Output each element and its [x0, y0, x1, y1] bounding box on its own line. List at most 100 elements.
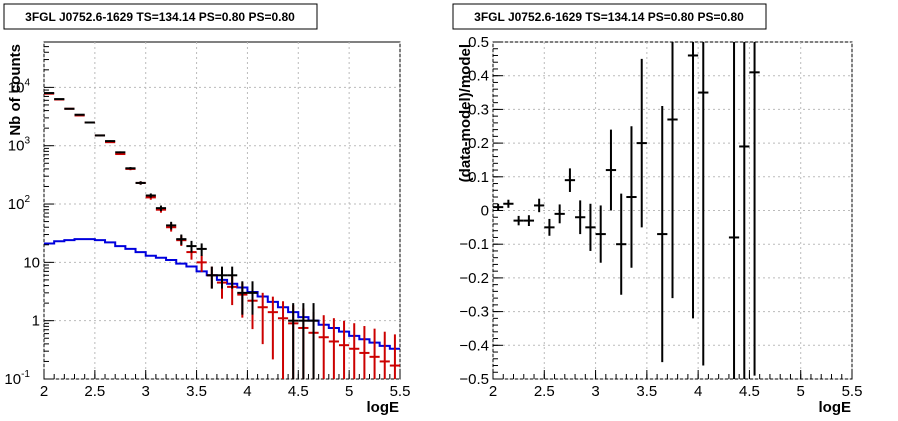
- data-point: [125, 167, 136, 170]
- right-title-box: [452, 3, 767, 30]
- right-marks: [493, 42, 760, 379]
- right-grid: [492, 41, 853, 380]
- data-point: [308, 303, 319, 379]
- right-panel: 3FGL J0752.6-1629 TS=134.14 PS=0.80 PS=0…: [452, 3, 862, 416]
- data-point: [328, 318, 339, 379]
- residual-point: [554, 204, 565, 224]
- left-x-tick-label: 2: [40, 383, 48, 400]
- data-point: [237, 281, 248, 315]
- right-y-tick-label: 0.5: [468, 34, 489, 51]
- right-y-tick-label: 0.4: [468, 68, 489, 85]
- residual-point: [564, 168, 576, 192]
- data-point: [196, 243, 207, 256]
- data-point: [115, 153, 126, 156]
- right-y-axis-title: (data-model)/model: [457, 44, 474, 182]
- left-y-tick-label: 103: [8, 136, 31, 155]
- right-x-tick-label: 2: [489, 383, 497, 400]
- left-x-tick-label: 4.5: [288, 383, 309, 400]
- data-point: [94, 134, 106, 137]
- data-point: [145, 193, 156, 198]
- residual-point: [503, 199, 514, 208]
- data-point: [84, 121, 95, 124]
- left-y-tick-label: 102: [8, 194, 31, 213]
- left-y-tick-label: 10-1: [4, 369, 30, 388]
- left-x-axis-title: logE: [367, 399, 400, 416]
- data-point: [64, 107, 75, 110]
- data-point: [196, 255, 207, 272]
- data-point: [54, 98, 65, 101]
- right-x-tick-label: 4.5: [739, 383, 760, 400]
- residual-point: [493, 203, 504, 211]
- residual-point: [667, 42, 678, 299]
- data-point: [135, 181, 146, 185]
- right-axes: 2 2.5 3 3.5 4 4.5 5 5.5 −0.5 −0.4 −0.3 −0.2 −0.1 0 0.1…: [459, 34, 862, 400]
- data-point: [206, 266, 217, 289]
- data-point: [359, 326, 370, 379]
- data-point: [186, 240, 197, 253]
- data-point: [288, 303, 299, 379]
- residual-point: [523, 215, 535, 227]
- left-title: 3FGL J0752.6-1629 TS=134.14 PS=0.80 PS=0…: [25, 10, 295, 24]
- data-point: [216, 266, 228, 289]
- data-point: [379, 331, 390, 379]
- residual-point: [728, 42, 740, 379]
- data-point: [257, 292, 268, 345]
- data-point: [318, 315, 329, 379]
- left-panel: 3FGL J0752.6-1629 TS=134.14 PS=0.80 PS=0…: [3, 3, 411, 416]
- left-grid: [43, 42, 401, 380]
- left-x-tick-label: 4: [243, 383, 251, 400]
- right-y-tick-label: −0.1: [459, 236, 489, 253]
- residual-point: [749, 42, 760, 376]
- residual-point: [626, 126, 637, 268]
- right-y-tick-label: 0.1: [468, 169, 489, 186]
- residual-point: [595, 205, 606, 263]
- residual-point: [605, 129, 617, 211]
- residual-point: [657, 106, 668, 363]
- data-point: [298, 303, 309, 379]
- data-point: [267, 296, 278, 360]
- data-point: [115, 151, 126, 154]
- left-y-tick-label: 10: [23, 254, 40, 271]
- right-x-tick-label: 5: [797, 383, 805, 400]
- data-point: [105, 140, 116, 143]
- residual-point: [575, 200, 586, 235]
- right-x-tick-label: 5.5: [842, 383, 863, 400]
- data-point: [277, 301, 289, 379]
- right-y-tick-label: 0.2: [468, 135, 489, 152]
- left-marks: [44, 92, 400, 379]
- left-y-axis-title: Nb of counts: [7, 44, 24, 136]
- left-x-tick-label: 2.5: [84, 383, 105, 400]
- right-y-tick-label: −0.5: [459, 371, 489, 388]
- right-y-tick-label: 0: [481, 203, 489, 220]
- residual-point: [636, 58, 647, 228]
- right-y-tick-label: −0.2: [459, 270, 489, 287]
- residual-point: [687, 42, 699, 319]
- right-x-tick-label: 2.5: [534, 383, 555, 400]
- residual-point: [585, 203, 596, 251]
- right-x-axis-title: logE: [819, 399, 852, 416]
- left-x-tick-label: 5: [345, 383, 353, 400]
- right-x-tick-label: 3: [591, 383, 599, 400]
- left-x-tick-label: 5.5: [390, 383, 411, 400]
- data-point: [389, 334, 400, 379]
- right-x-tick-label: 3.5: [636, 383, 657, 400]
- residual-point: [513, 215, 524, 226]
- data-point: [247, 281, 258, 315]
- data-point: [176, 234, 187, 245]
- data-point: [369, 328, 380, 379]
- residual-point: [739, 42, 750, 379]
- data-point: [166, 221, 177, 230]
- data-point: [227, 266, 238, 289]
- residual-point: [616, 193, 627, 295]
- left-plot-frame: [43, 41, 401, 380]
- right-y-tick-label: −0.3: [459, 304, 489, 321]
- residual-point: [544, 218, 555, 236]
- left-x-tick-label: 3.5: [186, 383, 207, 400]
- left-x-tick-label: 3: [142, 383, 150, 400]
- data-point: [338, 320, 350, 379]
- right-y-tick-label: −0.4: [459, 337, 489, 354]
- model-step-line: [44, 238, 400, 350]
- data-point: [155, 205, 167, 212]
